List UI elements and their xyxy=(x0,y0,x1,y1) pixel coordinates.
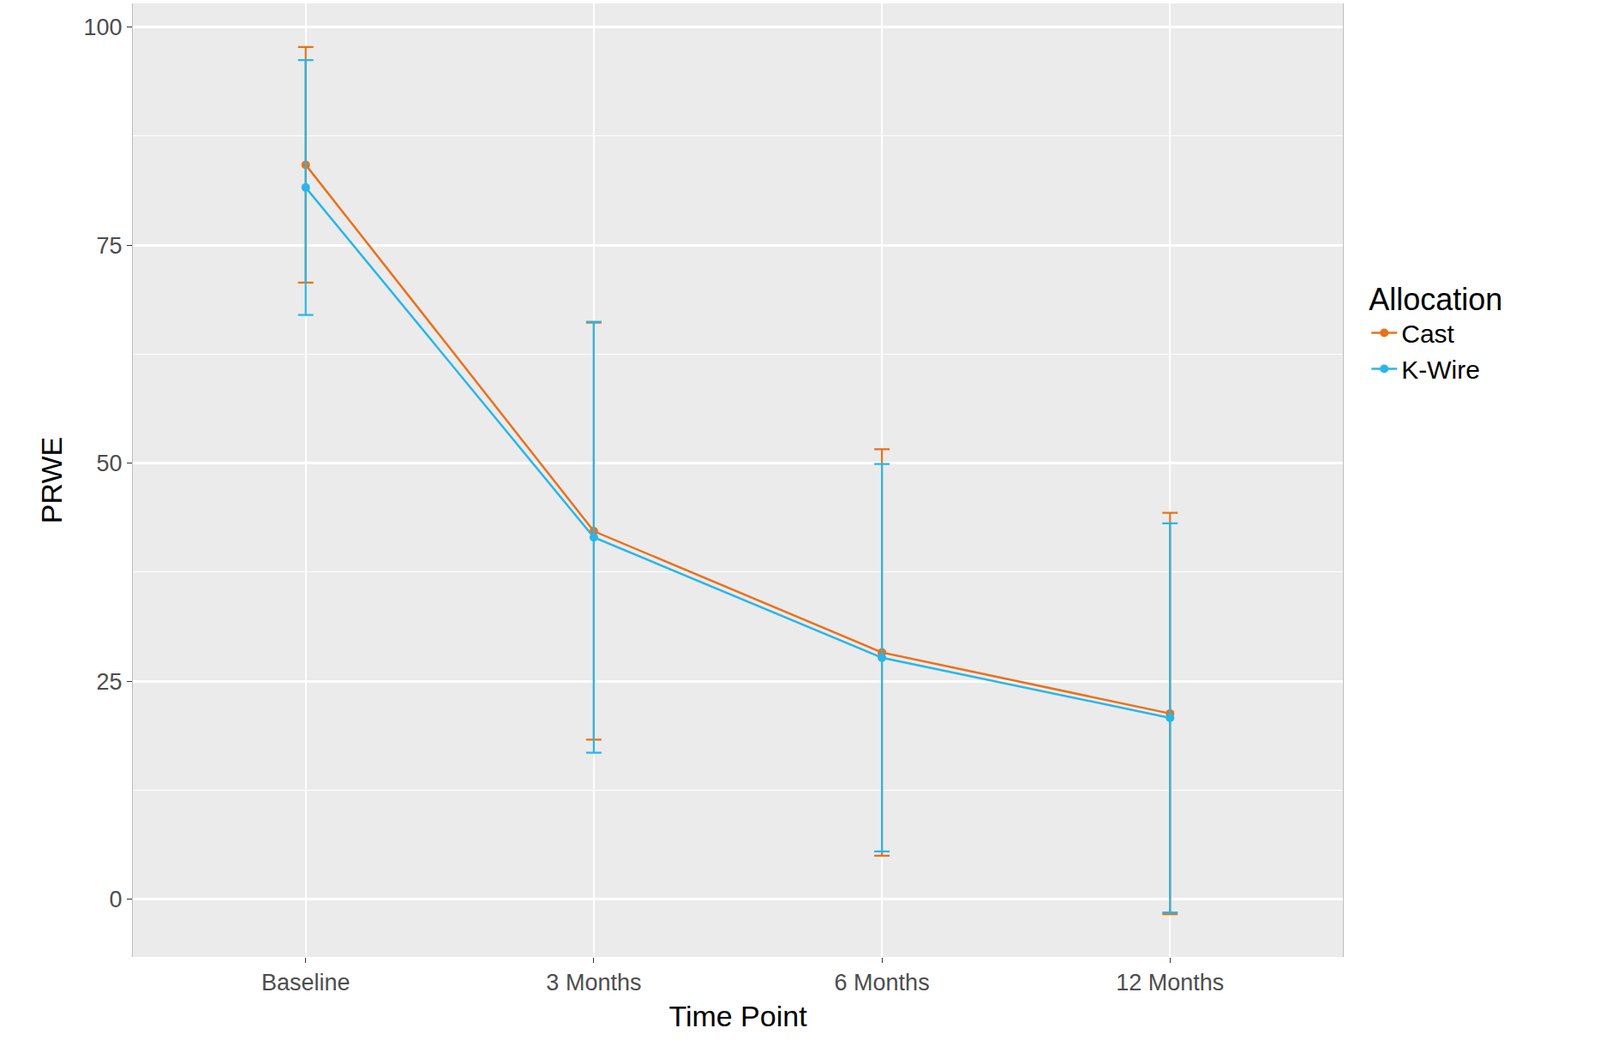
svg-text:Cast: Cast xyxy=(1401,319,1455,348)
svg-text:PRWE: PRWE xyxy=(35,437,68,524)
svg-text:6 Months: 6 Months xyxy=(834,970,930,996)
svg-text:75: 75 xyxy=(96,233,123,259)
svg-text:Time Point: Time Point xyxy=(668,1000,808,1033)
svg-text:12 Months: 12 Months xyxy=(1115,970,1224,996)
svg-text:25: 25 xyxy=(96,669,123,696)
svg-text:50: 50 xyxy=(96,450,123,477)
svg-text:3 Months: 3 Months xyxy=(545,970,642,996)
svg-text:Baseline: Baseline xyxy=(261,970,351,996)
svg-text:Allocation: Allocation xyxy=(1368,281,1503,318)
svg-text:0: 0 xyxy=(109,886,123,913)
svg-text:100: 100 xyxy=(83,14,123,41)
svg-text:K-Wire: K-Wire xyxy=(1401,355,1481,384)
